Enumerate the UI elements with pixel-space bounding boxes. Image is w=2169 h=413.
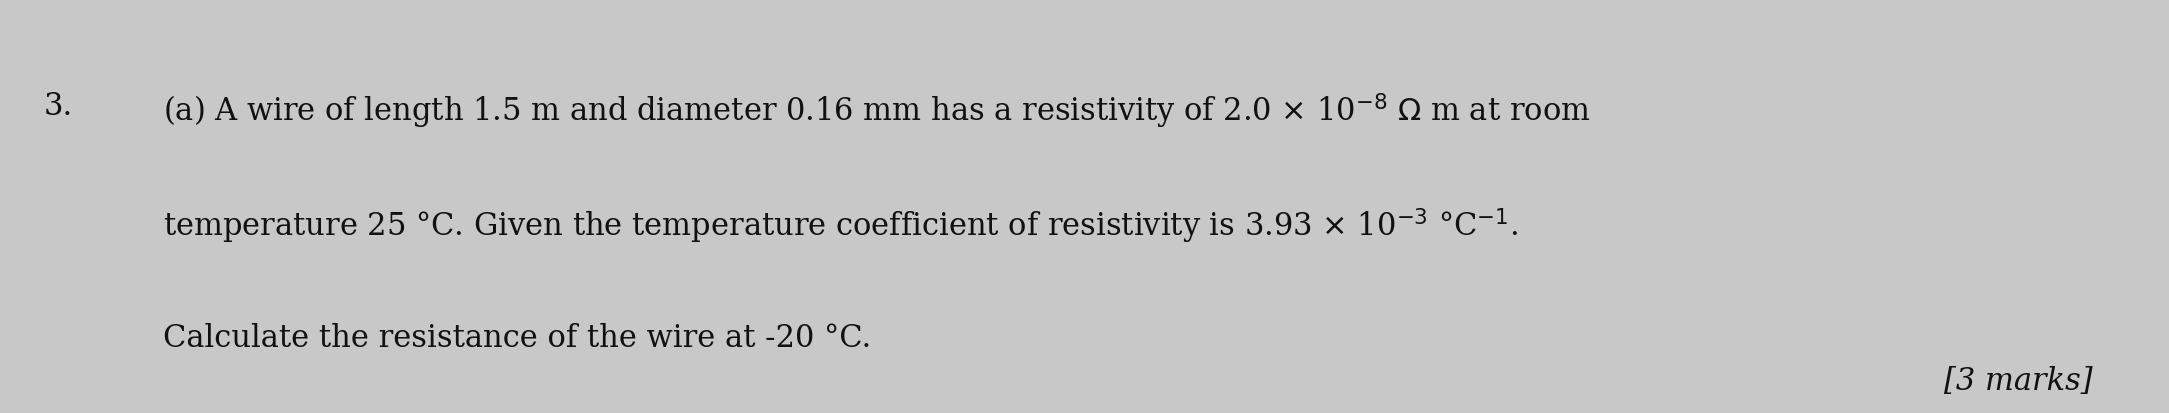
Text: Calculate the resistance of the wire at -20 °C.: Calculate the resistance of the wire at … [163,322,872,353]
Text: (a) A wire of length 1.5 m and diameter 0.16 mm has a resistivity of 2.0 $\times: (a) A wire of length 1.5 m and diameter … [163,91,1590,130]
Text: temperature 25 °C. Given the temperature coefficient of resistivity is 3.93 $\ti: temperature 25 °C. Given the temperature… [163,206,1518,246]
Text: 3.: 3. [43,91,72,122]
Text: [3 marks]: [3 marks] [1943,366,2093,396]
